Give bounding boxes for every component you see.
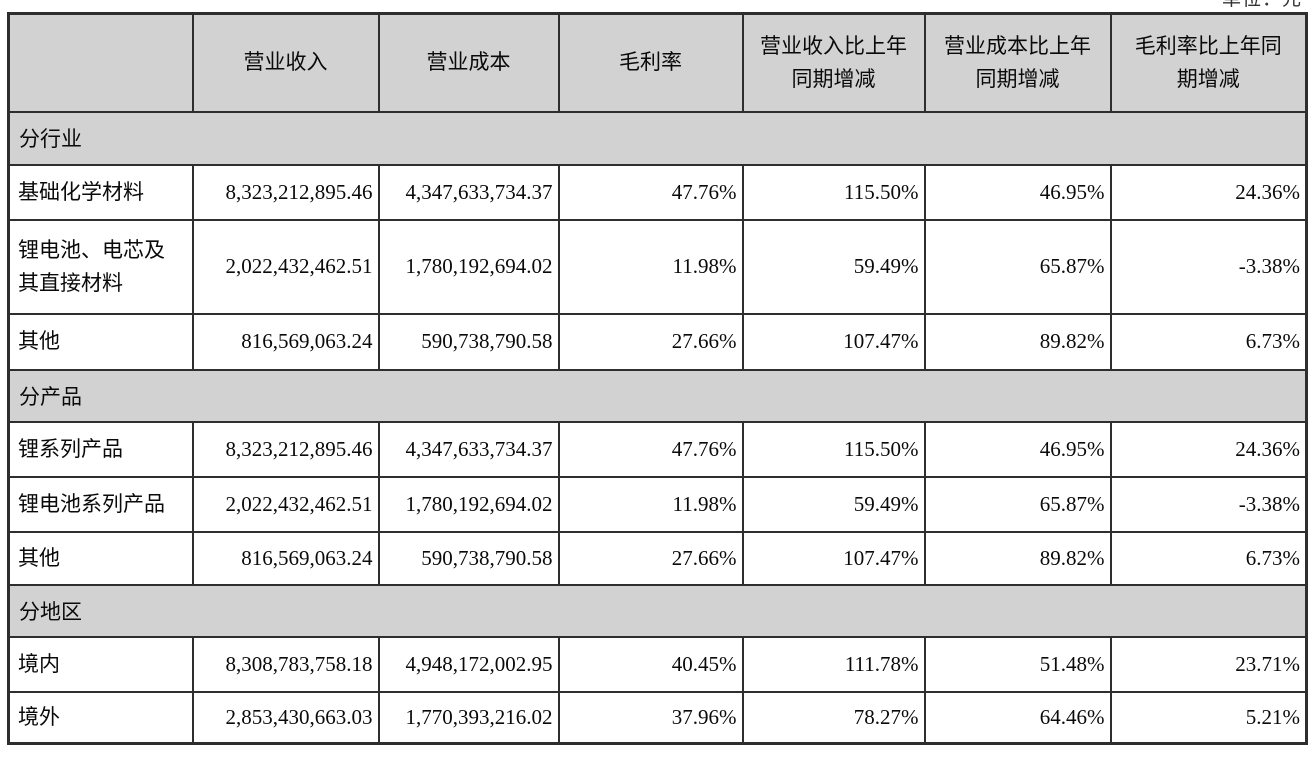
header-revenue-yoy: 营业收入比上年 同期增减	[741, 12, 926, 113]
cell-cost-yoy: 51.48%	[923, 635, 1112, 693]
row-label: 境内	[7, 635, 194, 693]
cell-revenue-yoy: 107.47%	[741, 312, 926, 371]
cell-cost-yoy: 64.46%	[923, 690, 1112, 745]
row-label: 锂电池、电芯及 其直接材料	[7, 218, 194, 315]
row-label: 基础化学材料	[7, 163, 194, 221]
cell-margin-yoy: 6.73%	[1109, 530, 1308, 586]
cell-revenue-yoy: 59.49%	[741, 475, 926, 533]
cell-revenue: 816,569,063.24	[191, 312, 380, 371]
header-cost: 营业成本	[377, 12, 560, 113]
row-label: 其他	[7, 530, 194, 586]
cell-revenue: 8,308,783,758.18	[191, 635, 380, 693]
header-margin-yoy: 毛利率比上年同 期增减	[1109, 12, 1308, 113]
cell-cost-yoy: 46.95%	[923, 163, 1112, 221]
cell-margin: 27.66%	[557, 312, 744, 371]
cell-margin-yoy: 24.36%	[1109, 420, 1308, 478]
cell-cost: 590,738,790.58	[377, 312, 560, 371]
cell-cost: 4,948,172,002.95	[377, 635, 560, 693]
table-row: 境外 2,853,430,663.03 1,770,393,216.02 37.…	[7, 690, 1308, 745]
table-row: 锂电池、电芯及 其直接材料 2,022,432,462.51 1,780,192…	[7, 218, 1308, 315]
cell-revenue-yoy: 59.49%	[741, 218, 926, 315]
cell-revenue: 816,569,063.24	[191, 530, 380, 586]
row-label: 其他	[7, 312, 194, 371]
cell-margin: 27.66%	[557, 530, 744, 586]
row-label: 锂系列产品	[7, 420, 194, 478]
cell-margin-yoy: 5.21%	[1109, 690, 1308, 745]
cell-margin-yoy: 23.71%	[1109, 635, 1308, 693]
section-title: 分地区	[7, 583, 1308, 638]
cell-cost: 1,780,192,694.02	[377, 218, 560, 315]
unit-note-partial: 单位：元	[1222, 0, 1302, 11]
cell-revenue-yoy: 115.50%	[741, 420, 926, 478]
header-revenue: 营业收入	[191, 12, 380, 113]
table-row: 其他 816,569,063.24 590,738,790.58 27.66% …	[7, 312, 1308, 371]
cell-cost: 590,738,790.58	[377, 530, 560, 586]
table-row: 锂电池系列产品 2,022,432,462.51 1,780,192,694.0…	[7, 475, 1308, 533]
financial-breakdown-table: 营业收入 营业成本 毛利率 营业收入比上年 同期增减 营业成本比上年 同期增减 …	[7, 12, 1308, 745]
cell-revenue: 2,022,432,462.51	[191, 218, 380, 315]
table-row: 境内 8,308,783,758.18 4,948,172,002.95 40.…	[7, 635, 1308, 693]
cell-revenue-yoy: 78.27%	[741, 690, 926, 745]
section-row-by-region: 分地区	[7, 583, 1308, 638]
cell-revenue: 8,323,212,895.46	[191, 420, 380, 478]
header-gross-margin: 毛利率	[557, 12, 744, 113]
section-row-by-industry: 分行业	[7, 110, 1308, 166]
cell-revenue-yoy: 107.47%	[741, 530, 926, 586]
cell-cost: 1,780,192,694.02	[377, 475, 560, 533]
cell-margin: 40.45%	[557, 635, 744, 693]
section-title: 分产品	[7, 368, 1308, 423]
cell-cost: 1,770,393,216.02	[377, 690, 560, 745]
cell-margin: 11.98%	[557, 218, 744, 315]
section-title: 分行业	[7, 110, 1308, 166]
cell-revenue-yoy: 115.50%	[741, 163, 926, 221]
cell-margin-yoy: -3.38%	[1109, 218, 1308, 315]
cell-margin-yoy: -3.38%	[1109, 475, 1308, 533]
cell-margin-yoy: 6.73%	[1109, 312, 1308, 371]
cell-cost-yoy: 46.95%	[923, 420, 1112, 478]
cell-margin: 37.96%	[557, 690, 744, 745]
cell-cost-yoy: 89.82%	[923, 530, 1112, 586]
cell-revenue: 2,853,430,663.03	[191, 690, 380, 745]
cell-margin: 11.98%	[557, 475, 744, 533]
header-cost-yoy: 营业成本比上年 同期增减	[923, 12, 1112, 113]
table-row: 基础化学材料 8,323,212,895.46 4,347,633,734.37…	[7, 163, 1308, 221]
cell-revenue: 2,022,432,462.51	[191, 475, 380, 533]
table-row: 锂系列产品 8,323,212,895.46 4,347,633,734.37 …	[7, 420, 1308, 478]
cell-margin-yoy: 24.36%	[1109, 163, 1308, 221]
cell-margin: 47.76%	[557, 163, 744, 221]
cell-cost-yoy: 65.87%	[923, 218, 1112, 315]
row-label: 锂电池系列产品	[7, 475, 194, 533]
cell-revenue: 8,323,212,895.46	[191, 163, 380, 221]
row-label: 境外	[7, 690, 194, 745]
section-row-by-product: 分产品	[7, 368, 1308, 423]
cell-revenue-yoy: 111.78%	[741, 635, 926, 693]
cell-margin: 47.76%	[557, 420, 744, 478]
cell-cost: 4,347,633,734.37	[377, 163, 560, 221]
table-row: 其他 816,569,063.24 590,738,790.58 27.66% …	[7, 530, 1308, 586]
cell-cost: 4,347,633,734.37	[377, 420, 560, 478]
cell-cost-yoy: 89.82%	[923, 312, 1112, 371]
cell-cost-yoy: 65.87%	[923, 475, 1112, 533]
table-header-row: 营业收入 营业成本 毛利率 营业收入比上年 同期增减 营业成本比上年 同期增减 …	[7, 12, 1308, 113]
header-empty-cell	[7, 12, 194, 113]
